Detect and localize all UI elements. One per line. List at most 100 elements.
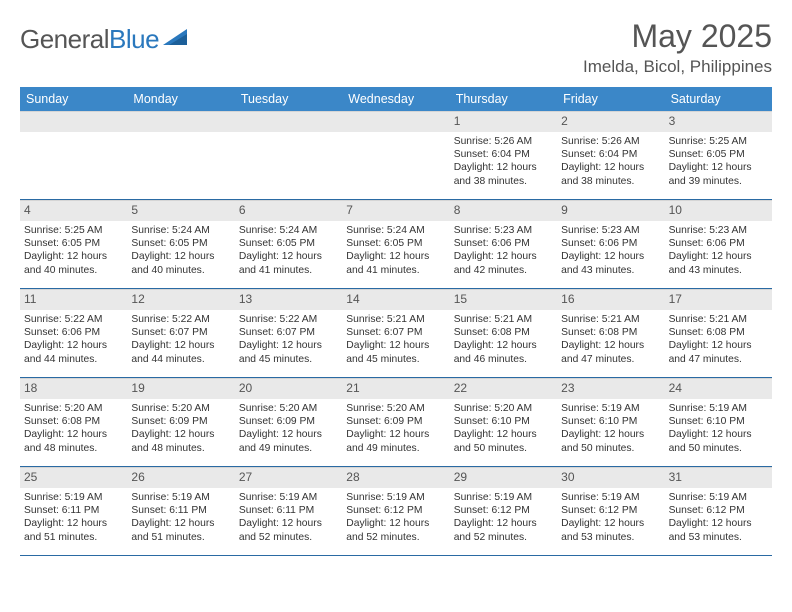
daylight-text: Daylight: 12 hours and 46 minutes. (454, 339, 553, 366)
day-body: Sunrise: 5:21 AMSunset: 6:07 PMDaylight:… (342, 310, 449, 371)
day-cell: 14Sunrise: 5:21 AMSunset: 6:07 PMDayligh… (342, 289, 449, 377)
sunset-text: Sunset: 6:08 PM (454, 326, 553, 339)
sunrise-text: Sunrise: 5:25 AM (669, 135, 768, 148)
sunrise-text: Sunrise: 5:21 AM (561, 313, 660, 326)
day-cell: 4Sunrise: 5:25 AMSunset: 6:05 PMDaylight… (20, 200, 127, 288)
brand-text: GeneralBlue (20, 24, 159, 55)
sunrise-text: Sunrise: 5:23 AM (561, 224, 660, 237)
day-body: Sunrise: 5:25 AMSunset: 6:05 PMDaylight:… (20, 221, 127, 282)
day-number: 24 (665, 378, 772, 399)
sunrise-text: Sunrise: 5:25 AM (24, 224, 123, 237)
sunset-text: Sunset: 6:05 PM (131, 237, 230, 250)
weeks-container: 1Sunrise: 5:26 AMSunset: 6:04 PMDaylight… (20, 111, 772, 556)
day-number: 9 (557, 200, 664, 221)
day-cell: 13Sunrise: 5:22 AMSunset: 6:07 PMDayligh… (235, 289, 342, 377)
daylight-text: Daylight: 12 hours and 40 minutes. (24, 250, 123, 277)
sunset-text: Sunset: 6:12 PM (561, 504, 660, 517)
day-number: 1 (450, 111, 557, 132)
daylight-text: Daylight: 12 hours and 43 minutes. (561, 250, 660, 277)
day-body: Sunrise: 5:25 AMSunset: 6:05 PMDaylight:… (665, 132, 772, 193)
day-number: 15 (450, 289, 557, 310)
day-number: 12 (127, 289, 234, 310)
day-cell (127, 111, 234, 199)
day-cell: 28Sunrise: 5:19 AMSunset: 6:12 PMDayligh… (342, 467, 449, 555)
day-number: 21 (342, 378, 449, 399)
sunrise-text: Sunrise: 5:21 AM (669, 313, 768, 326)
sunset-text: Sunset: 6:12 PM (454, 504, 553, 517)
sunrise-text: Sunrise: 5:19 AM (346, 491, 445, 504)
day-body: Sunrise: 5:20 AMSunset: 6:09 PMDaylight:… (235, 399, 342, 460)
day-body: Sunrise: 5:21 AMSunset: 6:08 PMDaylight:… (557, 310, 664, 371)
day-body: Sunrise: 5:19 AMSunset: 6:11 PMDaylight:… (127, 488, 234, 549)
day-number: 28 (342, 467, 449, 488)
day-cell: 23Sunrise: 5:19 AMSunset: 6:10 PMDayligh… (557, 378, 664, 466)
day-of-week-header: Sunday Monday Tuesday Wednesday Thursday… (20, 87, 772, 111)
day-body (342, 132, 449, 139)
day-number: 25 (20, 467, 127, 488)
day-number: 4 (20, 200, 127, 221)
sunrise-text: Sunrise: 5:19 AM (239, 491, 338, 504)
sunset-text: Sunset: 6:08 PM (669, 326, 768, 339)
day-number: 10 (665, 200, 772, 221)
daylight-text: Daylight: 12 hours and 50 minutes. (561, 428, 660, 455)
dow-tuesday: Tuesday (235, 87, 342, 111)
sunrise-text: Sunrise: 5:19 AM (561, 491, 660, 504)
day-cell: 17Sunrise: 5:21 AMSunset: 6:08 PMDayligh… (665, 289, 772, 377)
day-body: Sunrise: 5:19 AMSunset: 6:10 PMDaylight:… (665, 399, 772, 460)
day-cell: 30Sunrise: 5:19 AMSunset: 6:12 PMDayligh… (557, 467, 664, 555)
sunset-text: Sunset: 6:05 PM (669, 148, 768, 161)
sunrise-text: Sunrise: 5:22 AM (24, 313, 123, 326)
day-number: 13 (235, 289, 342, 310)
week-row: 1Sunrise: 5:26 AMSunset: 6:04 PMDaylight… (20, 111, 772, 200)
day-body: Sunrise: 5:26 AMSunset: 6:04 PMDaylight:… (450, 132, 557, 193)
sunset-text: Sunset: 6:04 PM (561, 148, 660, 161)
header: GeneralBlue May 2025 Imelda, Bicol, Phil… (20, 18, 772, 77)
day-body: Sunrise: 5:20 AMSunset: 6:09 PMDaylight:… (342, 399, 449, 460)
daylight-text: Daylight: 12 hours and 43 minutes. (669, 250, 768, 277)
daylight-text: Daylight: 12 hours and 45 minutes. (239, 339, 338, 366)
sunrise-text: Sunrise: 5:24 AM (131, 224, 230, 237)
sunset-text: Sunset: 6:07 PM (346, 326, 445, 339)
daylight-text: Daylight: 12 hours and 52 minutes. (454, 517, 553, 544)
location: Imelda, Bicol, Philippines (583, 57, 772, 77)
day-number: 14 (342, 289, 449, 310)
month-title: May 2025 (583, 18, 772, 55)
sunset-text: Sunset: 6:08 PM (561, 326, 660, 339)
day-number: 22 (450, 378, 557, 399)
sunset-text: Sunset: 6:06 PM (669, 237, 768, 250)
day-cell: 26Sunrise: 5:19 AMSunset: 6:11 PMDayligh… (127, 467, 234, 555)
daylight-text: Daylight: 12 hours and 53 minutes. (561, 517, 660, 544)
sunset-text: Sunset: 6:06 PM (24, 326, 123, 339)
day-number: 29 (450, 467, 557, 488)
sunrise-text: Sunrise: 5:26 AM (561, 135, 660, 148)
day-body: Sunrise: 5:23 AMSunset: 6:06 PMDaylight:… (665, 221, 772, 282)
dow-sunday: Sunday (20, 87, 127, 111)
daylight-text: Daylight: 12 hours and 52 minutes. (239, 517, 338, 544)
week-row: 25Sunrise: 5:19 AMSunset: 6:11 PMDayligh… (20, 467, 772, 556)
day-cell: 21Sunrise: 5:20 AMSunset: 6:09 PMDayligh… (342, 378, 449, 466)
day-cell: 1Sunrise: 5:26 AMSunset: 6:04 PMDaylight… (450, 111, 557, 199)
day-body: Sunrise: 5:19 AMSunset: 6:11 PMDaylight:… (20, 488, 127, 549)
day-cell: 3Sunrise: 5:25 AMSunset: 6:05 PMDaylight… (665, 111, 772, 199)
daylight-text: Daylight: 12 hours and 49 minutes. (239, 428, 338, 455)
daylight-text: Daylight: 12 hours and 49 minutes. (346, 428, 445, 455)
day-number: 16 (557, 289, 664, 310)
daylight-text: Daylight: 12 hours and 42 minutes. (454, 250, 553, 277)
sunset-text: Sunset: 6:09 PM (239, 415, 338, 428)
day-cell: 12Sunrise: 5:22 AMSunset: 6:07 PMDayligh… (127, 289, 234, 377)
day-number: 19 (127, 378, 234, 399)
day-number (20, 111, 127, 132)
daylight-text: Daylight: 12 hours and 52 minutes. (346, 517, 445, 544)
day-body: Sunrise: 5:24 AMSunset: 6:05 PMDaylight:… (235, 221, 342, 282)
sunrise-text: Sunrise: 5:21 AM (454, 313, 553, 326)
day-cell: 29Sunrise: 5:19 AMSunset: 6:12 PMDayligh… (450, 467, 557, 555)
sunset-text: Sunset: 6:08 PM (24, 415, 123, 428)
day-cell: 19Sunrise: 5:20 AMSunset: 6:09 PMDayligh… (127, 378, 234, 466)
daylight-text: Daylight: 12 hours and 48 minutes. (131, 428, 230, 455)
sunrise-text: Sunrise: 5:24 AM (239, 224, 338, 237)
daylight-text: Daylight: 12 hours and 48 minutes. (24, 428, 123, 455)
day-body: Sunrise: 5:23 AMSunset: 6:06 PMDaylight:… (450, 221, 557, 282)
day-number: 18 (20, 378, 127, 399)
day-body: Sunrise: 5:20 AMSunset: 6:10 PMDaylight:… (450, 399, 557, 460)
sunset-text: Sunset: 6:07 PM (131, 326, 230, 339)
